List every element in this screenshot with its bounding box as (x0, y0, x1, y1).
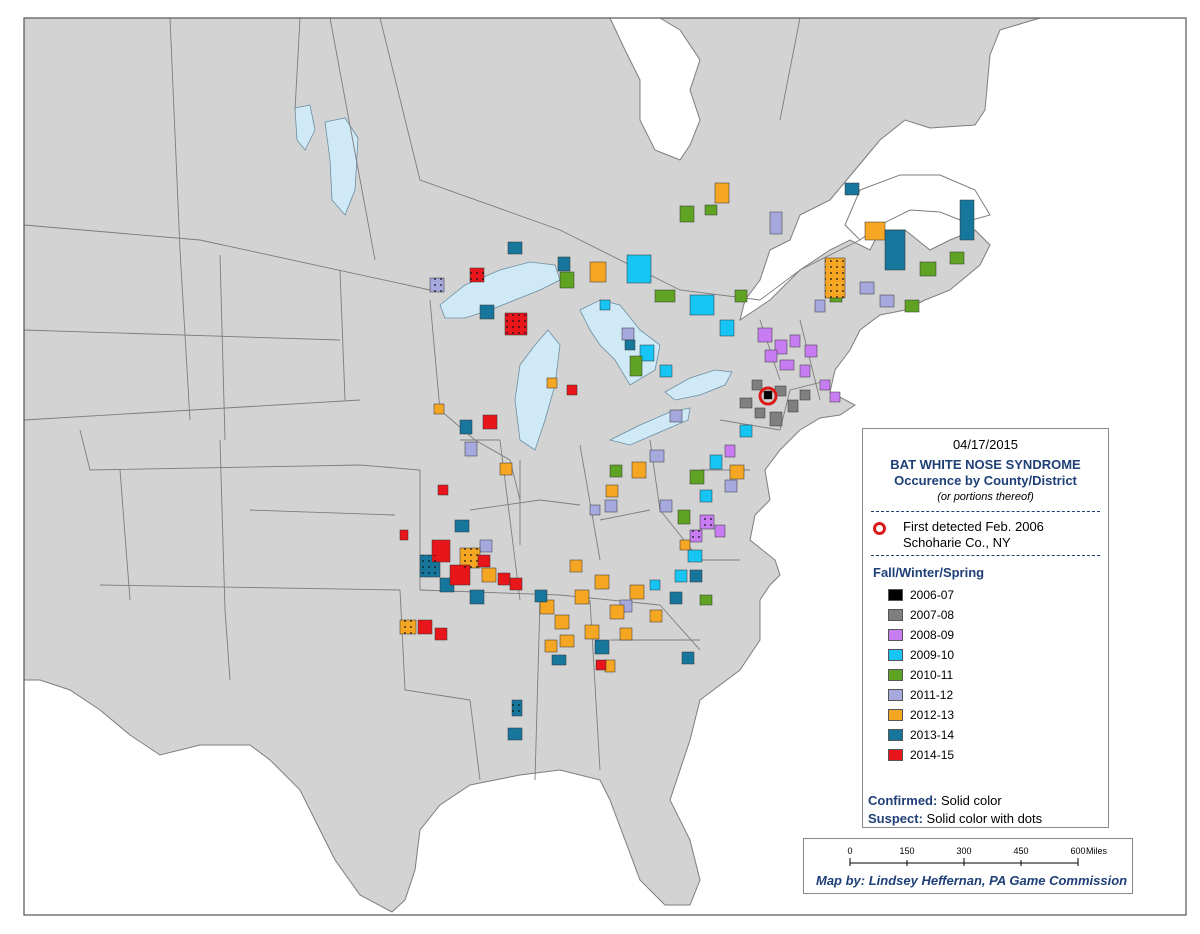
scale-tick-150: 150 (899, 846, 914, 856)
scale-bar: 0 150 300 450 600 Miles (847, 846, 1108, 866)
legend-item-label: 2007-08 (910, 608, 955, 622)
suspect-value: Solid color with dots (926, 811, 1043, 826)
legend-item-2011-12: 2011-12 (888, 685, 954, 705)
first-detected-label: First detected Feb. 2006 (903, 519, 1044, 534)
wns-suspect-dots (400, 258, 845, 716)
first-detected-circle-icon (873, 522, 886, 535)
confirmed-label: Confirmed: (868, 793, 938, 808)
legend-item-label: 2010-11 (910, 668, 954, 682)
scale-unit: Miles (1086, 846, 1108, 856)
swatch (888, 689, 903, 701)
legend-item-2010-11: 2010-11 (888, 665, 954, 685)
legend-item-label: 2014-15 (910, 748, 955, 762)
first-detected-location: Schoharie Co., NY (903, 535, 1011, 550)
legend-item-label: 2006-07 (910, 588, 955, 602)
legend-subtitle: (or portions thereof) (937, 491, 1034, 503)
legend-item-2009-10: 2009-10 (888, 645, 954, 665)
scale-box: 0 150 300 450 600 Miles Map by: Lindsey … (803, 838, 1133, 894)
swatch (888, 649, 903, 661)
swatch (888, 589, 903, 601)
map-credit: Map by: Lindsey Heffernan, PA Game Commi… (816, 873, 1128, 888)
confirmed-value: Solid color (940, 793, 1002, 808)
season-heading: Fall/Winter/Spring (873, 565, 985, 580)
map-frame (23, 17, 1187, 916)
season-list: 2006-07 2007-08 2008-09 2009-10 2010-11 … (888, 585, 954, 765)
legend-divider (871, 511, 1100, 512)
legend-item-2007-08: 2007-08 (888, 605, 954, 625)
legend-item-2014-15: 2014-15 (888, 745, 954, 765)
land-mass (23, 17, 1041, 913)
scale-tick-600: 600 (1070, 846, 1085, 856)
scale-tick-300: 300 (956, 846, 971, 856)
swatch (888, 709, 903, 721)
legend-item-label: 2008-09 (910, 628, 955, 642)
legend-item-2012-13: 2012-13 (888, 705, 954, 725)
swatch (888, 629, 903, 641)
legend-title-line2: Occurence by County/District (894, 473, 1077, 488)
great-lakes (294, 104, 733, 451)
origin-marker (758, 386, 778, 406)
legend-item-label: 2009-10 (910, 648, 955, 662)
legend-divider (871, 555, 1100, 556)
hudson-bay (500, 17, 701, 161)
scale-tick-450: 450 (1013, 846, 1028, 856)
legend-item-label: 2013-14 (910, 728, 955, 742)
legend-title: BAT WHITE NOSE SYNDROME (890, 457, 1081, 472)
swatch (888, 669, 903, 681)
legend-item-label: 2012-13 (910, 708, 955, 722)
swatch (888, 749, 903, 761)
swatch (888, 729, 903, 741)
legend-panel: 04/17/2015 BAT WHITE NOSE SYNDROME Occur… (862, 428, 1109, 828)
legend-item-2013-14: 2013-14 (888, 725, 954, 745)
suspect-label: Suspect: (868, 811, 923, 826)
legend-item-2008-09: 2008-09 (888, 625, 954, 645)
legend-item-label: 2011-12 (910, 688, 954, 702)
legend-date: 04/17/2015 (952, 437, 1019, 452)
legend-item-2006-07: 2006-07 (888, 585, 954, 605)
scale-tick-0: 0 (847, 846, 852, 856)
suspect-key: Suspect: Solid color with dots (868, 811, 1042, 826)
confirmed-key: Confirmed: Solid color (868, 793, 1002, 808)
swatch (888, 609, 903, 621)
